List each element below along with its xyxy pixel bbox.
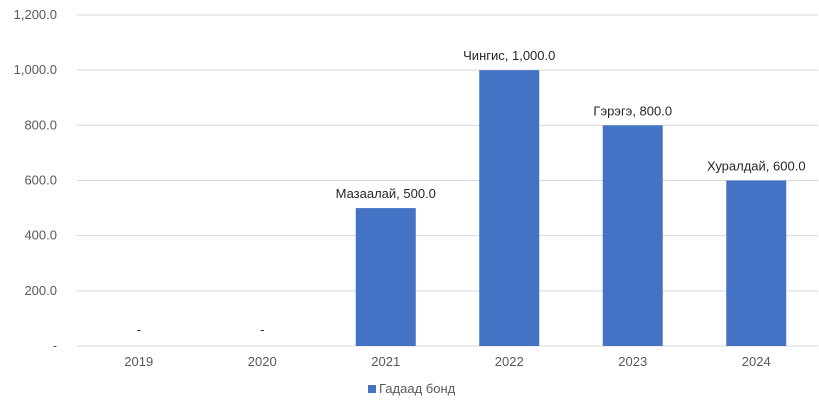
data-label: Гэрэгэ, 800.0 (593, 103, 672, 118)
y-axis: - 200.0 400.0 600.0 800.0 1,000.0 1,200.0 (14, 7, 57, 353)
y-tick-label: 1,000.0 (14, 62, 57, 77)
legend: Гадаад бонд (368, 381, 456, 396)
y-tick-label: 1,200.0 (14, 7, 57, 22)
data-label: - (137, 322, 141, 337)
bar (602, 125, 663, 346)
data-label: Мазаалай, 500.0 (336, 186, 436, 201)
y-tick-label: 200.0 (24, 283, 57, 298)
x-axis: 2019 2020 2021 2022 2023 2024 (124, 354, 770, 369)
x-tick-label: 2024 (742, 354, 771, 369)
y-tick-label: 400.0 (24, 228, 57, 243)
y-tick-label: 800.0 (24, 117, 57, 132)
data-labels: - - Мазаалай, 500.0 Чингис, 1,000.0 Гэрэгэ, … (137, 48, 806, 337)
x-tick-label: 2021 (371, 354, 400, 369)
data-label: Хуралдай, 600.0 (707, 159, 806, 174)
y-tick-label: 600.0 (24, 173, 57, 188)
x-tick-label: 2023 (618, 354, 647, 369)
legend-swatch (368, 385, 376, 393)
bars (355, 70, 787, 347)
x-tick-label: 2019 (124, 354, 153, 369)
y-tick-label: - (53, 338, 57, 353)
data-label: - (260, 322, 264, 337)
bar (355, 208, 416, 346)
bar (726, 180, 787, 346)
bar (479, 70, 540, 347)
gridlines (77, 14, 818, 347)
legend-label: Гадаад бонд (379, 381, 456, 396)
x-tick-label: 2020 (248, 354, 277, 369)
data-label: Чингис, 1,000.0 (463, 48, 555, 63)
x-tick-label: 2022 (495, 354, 524, 369)
